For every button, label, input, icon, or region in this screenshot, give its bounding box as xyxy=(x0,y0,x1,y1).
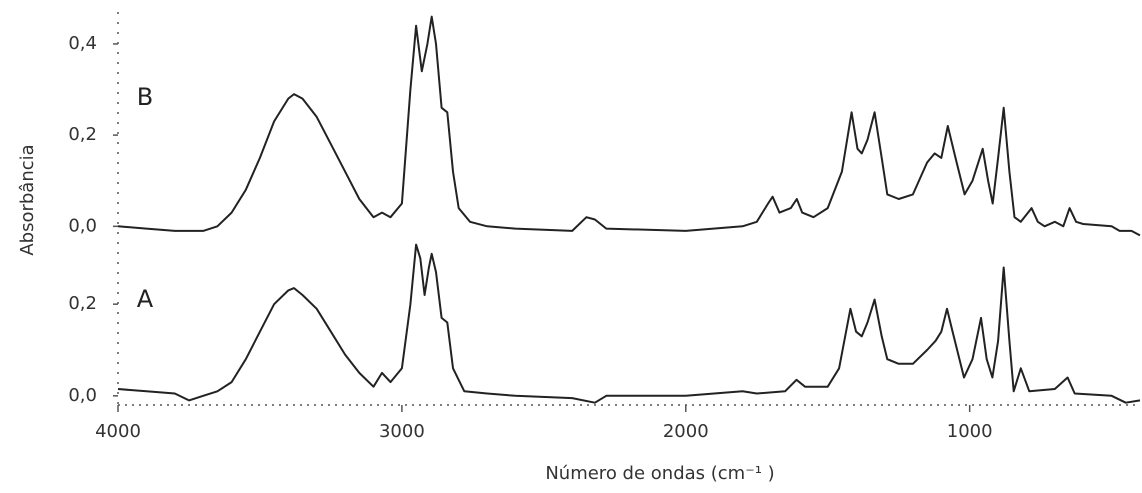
y-tick-label: 0,0 xyxy=(68,215,97,236)
y-tick-label: 0,0 xyxy=(68,385,97,406)
spectrum-line xyxy=(117,243,1141,404)
x-tick-label: 1000 xyxy=(947,421,993,442)
x-tick-label: 3000 xyxy=(379,421,425,442)
y-tick-label: 0,2 xyxy=(68,124,97,145)
trace-label: B xyxy=(137,83,153,111)
y-tick-label: 0,4 xyxy=(68,33,97,54)
x-tick-label: 2000 xyxy=(663,421,709,442)
y-axis-label: Absorbância xyxy=(17,144,38,255)
x-tick-label: 4000 xyxy=(95,421,141,442)
spectrum-line xyxy=(117,15,1141,237)
y-tick-label: 0,2 xyxy=(68,293,97,314)
x-axis-label: Número de ondas (cm⁻¹ ) xyxy=(545,463,774,484)
trace-label: A xyxy=(137,285,154,313)
